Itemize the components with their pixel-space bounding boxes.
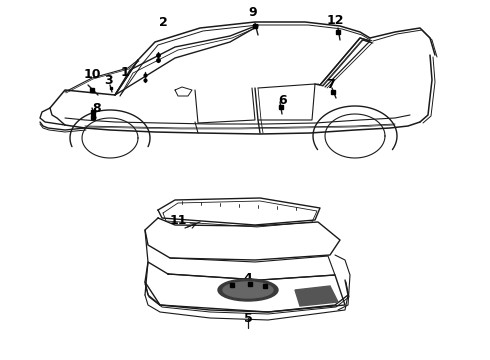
Polygon shape bbox=[295, 286, 338, 306]
Text: 12: 12 bbox=[326, 13, 344, 27]
Text: 9: 9 bbox=[249, 5, 257, 18]
Text: 2: 2 bbox=[159, 15, 168, 28]
Text: 10: 10 bbox=[83, 68, 101, 81]
Ellipse shape bbox=[223, 282, 273, 298]
Text: 7: 7 bbox=[326, 78, 334, 91]
Text: 1: 1 bbox=[121, 66, 129, 78]
Text: 6: 6 bbox=[279, 94, 287, 107]
Ellipse shape bbox=[218, 279, 278, 301]
Text: 8: 8 bbox=[93, 102, 101, 114]
Text: 11: 11 bbox=[169, 213, 187, 226]
Text: 3: 3 bbox=[104, 73, 112, 86]
Text: 5: 5 bbox=[244, 311, 252, 324]
Text: 4: 4 bbox=[244, 271, 252, 284]
